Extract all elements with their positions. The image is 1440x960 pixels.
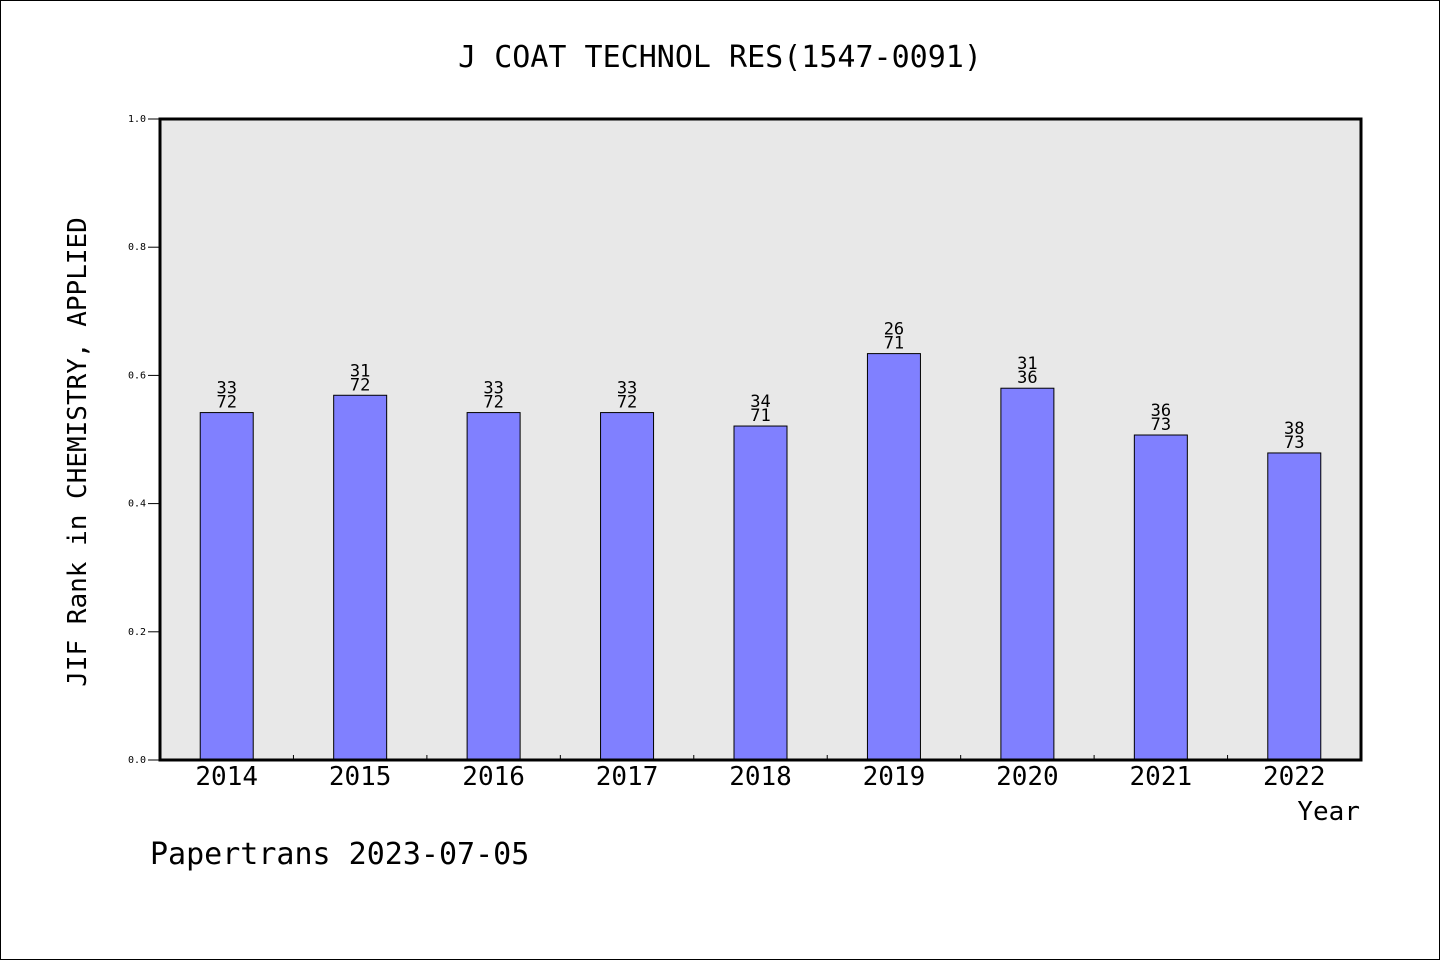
y-tick-label: 0.2 xyxy=(128,627,146,638)
bar-2015 xyxy=(333,394,388,761)
x-tick-label-2019: 2019 xyxy=(863,762,926,792)
bars-group xyxy=(199,353,1322,761)
bar-label-top-2022: 38 xyxy=(1284,419,1304,439)
x-tick-label-2022: 2022 xyxy=(1263,762,1326,792)
x-tick-label-2021: 2021 xyxy=(1130,762,1193,792)
bar-label-bottom-2014: 72 xyxy=(216,393,236,413)
bar-label-bottom-2015: 72 xyxy=(350,375,370,395)
bar-label-top-2014: 33 xyxy=(216,379,236,399)
bar-label-bottom-2018: 71 xyxy=(750,406,770,426)
bar-label-bottom-2022: 73 xyxy=(1284,433,1304,453)
y-axis-label: JIF Rank in CHEMISTRY, APPLIED xyxy=(63,217,93,687)
plot-border xyxy=(158,117,1363,762)
bar-label-top-2016: 33 xyxy=(483,379,503,399)
x-axis: 2014 2015 2016 2017 2018 2019 2020 2021 2022 xyxy=(195,755,1326,792)
bar-2019 xyxy=(866,353,921,761)
chart-title: J COAT TECHNOL RES(1547-0091) xyxy=(458,40,982,75)
bar-2016 xyxy=(466,412,521,761)
y-tick-label: 0.4 xyxy=(128,499,146,510)
bar-label-top-2018: 34 xyxy=(750,392,770,412)
bar-label-bottom-2020: 36 xyxy=(1017,368,1037,388)
bar-2021 xyxy=(1133,434,1188,761)
bar-2020 xyxy=(1000,387,1055,761)
y-tick-label: 0.0 xyxy=(128,755,146,766)
bar-label-top-2021: 36 xyxy=(1151,401,1171,421)
bar-label-top-2017: 33 xyxy=(617,379,637,399)
x-tick-label-2018: 2018 xyxy=(729,762,792,792)
footer-credit: Papertrans 2023-07-05 xyxy=(150,837,529,872)
bar-label-top-2015: 31 xyxy=(350,361,370,381)
bar-label-bottom-2019: 71 xyxy=(884,334,904,354)
bar-2022 xyxy=(1267,452,1322,761)
bar-label-bottom-2016: 72 xyxy=(483,393,503,413)
x-tick-label-2015: 2015 xyxy=(329,762,392,792)
x-tick-label-2020: 2020 xyxy=(996,762,1059,792)
x-tick-label-2016: 2016 xyxy=(462,762,525,792)
bar-2014 xyxy=(199,412,254,761)
bar-label-bottom-2021: 73 xyxy=(1151,415,1171,435)
y-tick-label: 0.8 xyxy=(128,242,146,253)
y-axis: 0.0 0.2 0.4 0.6 0.8 1.0 xyxy=(128,114,160,766)
bar-label-bottom-2017: 72 xyxy=(617,393,637,413)
bar-label-top-2019: 26 xyxy=(884,320,904,340)
bar-label-top-2020: 31 xyxy=(1017,354,1037,374)
bar-2017 xyxy=(600,412,655,761)
y-tick-label: 0.6 xyxy=(128,370,146,381)
bar-2018 xyxy=(733,425,788,761)
x-tick-label-2017: 2017 xyxy=(596,762,659,792)
x-axis-label: Year xyxy=(1297,797,1360,827)
x-tick-label-2014: 2014 xyxy=(195,762,258,792)
y-tick-label: 1.0 xyxy=(128,114,146,125)
